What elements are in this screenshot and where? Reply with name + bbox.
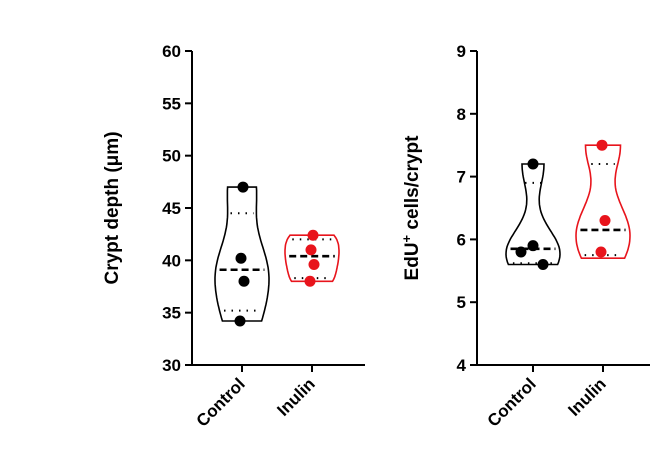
y-tick-label: 45 — [162, 199, 181, 218]
violin-control — [505, 163, 561, 266]
data-point — [515, 246, 527, 258]
data-point — [537, 259, 549, 271]
y-tick-label: 60 — [162, 42, 181, 61]
violin-inulin — [284, 234, 340, 283]
data-point — [308, 259, 320, 271]
x-tick-label: Inulin — [273, 374, 318, 419]
data-point — [307, 229, 319, 241]
y-tick-label: 9 — [457, 42, 466, 61]
data-point — [237, 181, 249, 193]
y-tick-label: 7 — [457, 168, 466, 187]
violin-inulin — [575, 144, 631, 259]
y-tick-label: 55 — [162, 94, 181, 113]
y-tick-label: 5 — [457, 293, 466, 312]
y-tick-label: 35 — [162, 304, 181, 323]
y-axis-title: EdU+ cells/crypt — [399, 135, 424, 281]
data-point — [599, 215, 611, 227]
data-point — [527, 158, 539, 170]
y-tick-label: 4 — [457, 356, 467, 375]
x-tick-label: Inulin — [564, 374, 609, 419]
data-point — [595, 246, 607, 258]
x-tick-label: Control — [484, 374, 540, 430]
data-point — [304, 275, 316, 287]
chart-panel-1: 30 35 40 45 50 55 60 Control Inulin Crypt depth (… — [102, 42, 365, 431]
y-tick-label: 6 — [457, 230, 466, 249]
violin-control — [214, 186, 270, 322]
data-point — [527, 240, 539, 252]
data-point — [235, 252, 247, 264]
data-point — [305, 244, 317, 256]
y-tick-label: 50 — [162, 147, 181, 166]
x-tick-label: Control — [193, 374, 249, 430]
y-tick-label: 30 — [162, 356, 181, 375]
y-tick-label: 40 — [162, 251, 181, 270]
y-axis-title: Crypt depth (μm) — [102, 131, 123, 284]
chart-panel-2: 4 5 6 7 8 9 Control Inulin EdU+ cells/crypt — [399, 42, 650, 431]
data-point — [596, 139, 608, 151]
data-point — [234, 315, 246, 327]
y-tick-label: 8 — [457, 105, 466, 124]
data-point — [238, 275, 250, 287]
